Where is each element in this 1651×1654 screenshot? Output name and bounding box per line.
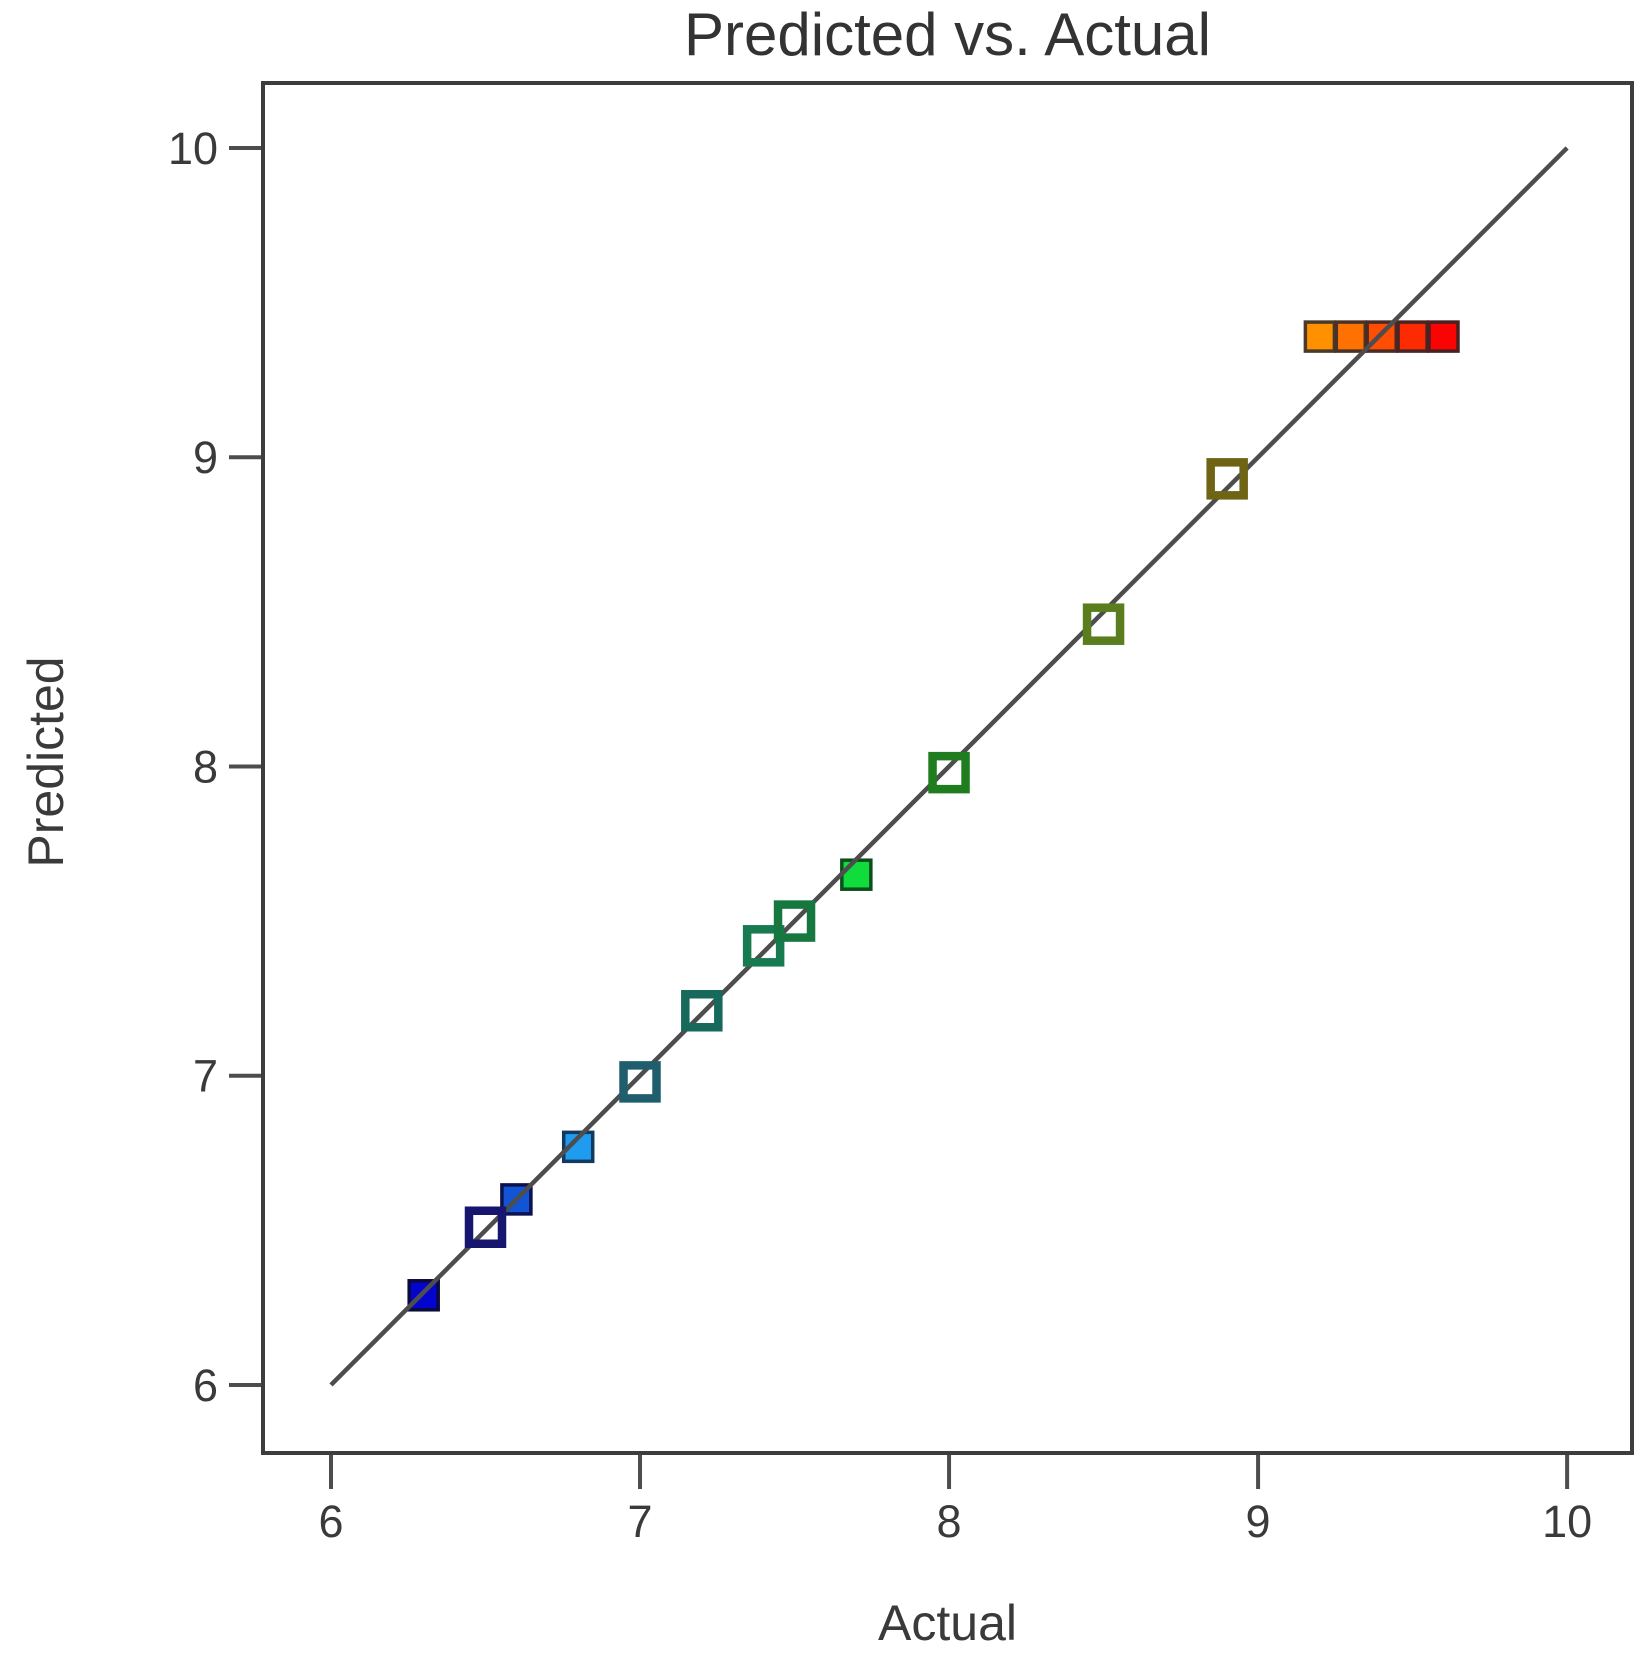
data-point-open [681,990,723,1032]
identity-line [329,146,1569,1387]
y-tick-label: 8 [193,741,218,792]
x-axis-label: Actual [878,1595,1017,1651]
x-tick-label: 10 [1542,1496,1592,1547]
data-point-open [1206,458,1248,500]
data-point-open [1082,603,1125,645]
data-point-open [928,751,970,794]
x-tick-label: 9 [1246,1496,1271,1547]
y-tick-label: 9 [193,432,218,483]
data-point-open [464,1206,507,1248]
y-tick-label: 6 [193,1360,218,1411]
x-tick-label: 8 [937,1496,962,1547]
y-tick-label: 7 [193,1051,218,1102]
data-point-open [619,1061,661,1103]
plot-frame [261,81,1634,1455]
data-point-filled [1303,320,1337,353]
data-point-filled [1396,320,1429,353]
data-point-open [742,925,785,967]
x-tick-label: 7 [628,1496,653,1547]
y-tick-label: 10 [168,123,218,174]
data-point-filled [1427,320,1460,353]
chart-title: Predicted vs. Actual [684,1,1211,68]
data-point-filled [1334,320,1368,353]
x-tick-label: 6 [318,1496,343,1547]
data-point-open [773,900,816,942]
data-point-filled [840,858,873,891]
